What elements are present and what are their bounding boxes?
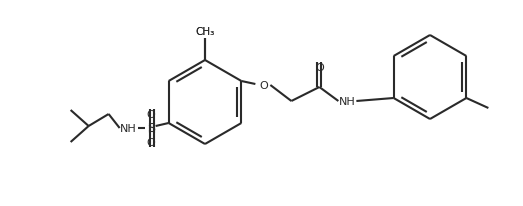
Text: NH: NH xyxy=(339,97,356,107)
Text: O: O xyxy=(146,137,155,147)
Text: S: S xyxy=(146,122,155,135)
Text: O: O xyxy=(146,109,155,119)
Text: O: O xyxy=(259,81,268,91)
Text: O: O xyxy=(315,63,324,73)
Text: CH₃: CH₃ xyxy=(196,27,214,37)
Text: CH₃: CH₃ xyxy=(196,27,214,37)
Text: NH: NH xyxy=(120,123,137,133)
